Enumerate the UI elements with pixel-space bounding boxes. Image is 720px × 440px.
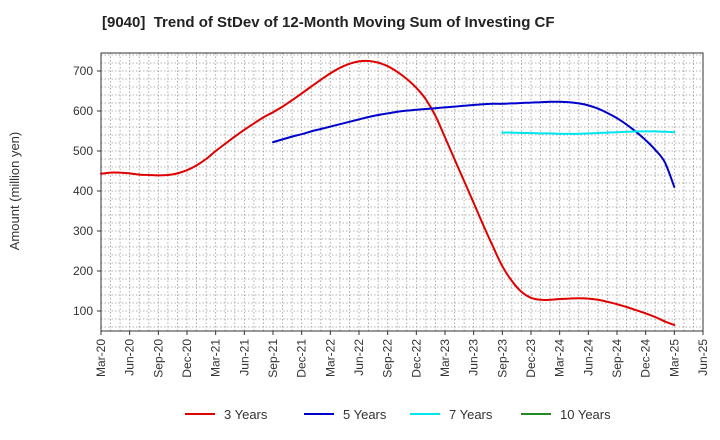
x-tick-label: Mar-20: [94, 339, 108, 377]
x-tick-label: Jun-20: [123, 339, 137, 376]
x-tick-label: Jun-25: [696, 339, 710, 376]
x-tick-label: Sep-22: [381, 339, 395, 378]
x-tick-label: Sep-24: [610, 339, 624, 378]
x-tick-label: Sep-20: [151, 339, 165, 378]
x-tick-label: Jun-23: [467, 339, 481, 376]
plot-frame: [100, 52, 704, 332]
x-tick-label: Mar-24: [553, 339, 567, 377]
y-tick-label: 300: [73, 224, 93, 238]
series-line-3-years: [100, 59, 676, 326]
x-tick-label: Dec-20: [180, 339, 194, 378]
axis-layer: 100 200 300 400 500 600 700 Mar-20 Jun-20 Sep-20 D…: [73, 52, 710, 378]
x-tick-label: Sep-23: [495, 339, 509, 378]
y-tick-label: 100: [73, 304, 93, 318]
x-tick-label: Mar-25: [667, 339, 681, 377]
y-tick-label: 700: [73, 64, 93, 78]
x-tick-label: Mar-23: [438, 339, 452, 377]
legend-label-10-years: 10 Years: [560, 407, 611, 422]
grid-layer: [101, 53, 703, 331]
x-tick-label: Sep-21: [266, 339, 280, 378]
legend-label-3-years: 3 Years: [224, 407, 268, 422]
x-tick-label: Jun-24: [581, 339, 595, 376]
x-tick-label: Jun-22: [352, 339, 366, 376]
series-line-7-years: [501, 130, 676, 135]
x-tick-label: Dec-23: [524, 339, 538, 378]
series-line-5-years: [272, 100, 676, 188]
x-tick-label: Mar-22: [323, 339, 337, 377]
x-tick-label: Dec-22: [409, 339, 423, 378]
legend-label-5-years: 5 Years: [343, 407, 387, 422]
y-tick-label: 200: [73, 264, 93, 278]
x-tick-label: Dec-21: [295, 339, 309, 378]
y-axis-title: Amount (million yen): [7, 132, 22, 251]
x-tick-label: Mar-21: [209, 339, 223, 377]
chart-title: [9040] Trend of StDev of 12-Month Moving…: [102, 14, 555, 31]
x-tick-label: Jun-21: [237, 339, 251, 376]
y-tick-label: 400: [73, 184, 93, 198]
x-tick-label: Dec-24: [639, 339, 653, 378]
y-tick-label: 600: [73, 104, 93, 118]
y-tick-label: 500: [73, 144, 93, 158]
legend-label-7-years: 7 Years: [449, 407, 493, 422]
series-layer: [100, 59, 676, 326]
legend: 3 Years 5 Years 7 Years 10 Years: [185, 407, 611, 422]
